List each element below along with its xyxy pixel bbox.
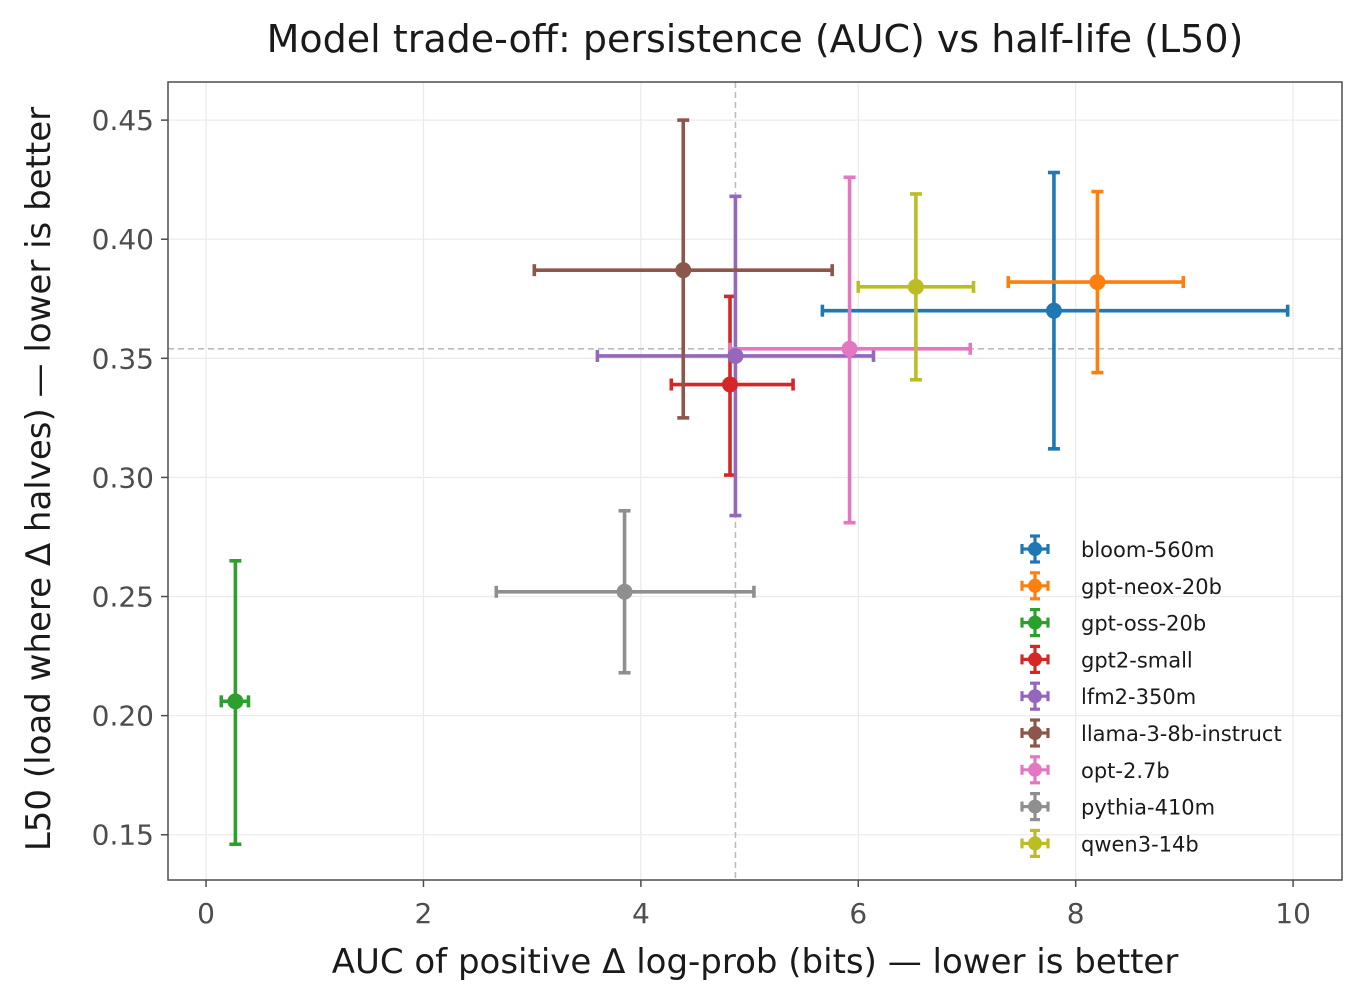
legend-item-llama-3-8b-instruct: llama-3-8b-instruct [1020,718,1282,748]
legend-label: lfm2-350m [1081,685,1196,709]
point-pythia-410m [616,583,633,600]
x-tick-label: 2 [415,897,433,930]
plot-border [167,81,1343,881]
point-opt-2.7b [841,340,858,357]
point-bloom-560m [1045,302,1062,319]
y-tick-label: 0.35 [92,342,154,375]
legend-marker-dot [1028,762,1042,777]
plot-frame [167,81,1343,881]
point-qwen3-14b [907,278,924,295]
legend-label: bloom-560m [1081,538,1214,562]
legend: bloom-560m gpt-neox-20b gpt-oss-20b gpt2-sm… [1020,534,1282,859]
point-lfm2-350m [727,347,744,364]
legend-marker-dot [1028,689,1042,704]
legend-item-bloom-560m: bloom-560m [1020,534,1214,564]
chart-title: Model trade-off: persistence (AUC) vs ha… [267,17,1244,61]
legend-marker-dot [1028,652,1042,667]
legend-item-gpt-neox-20b: gpt-neox-20b [1020,571,1222,601]
legend-marker-dot [1028,542,1042,556]
legend-marker-dot [1028,578,1042,593]
y-axis-ticks: 0.15 0.20 0.25 0.30 0.35 0.40 0.45 [92,104,168,852]
x-tick-label: 6 [849,897,867,930]
legend-label: gpt-neox-20b [1081,575,1222,599]
point-gpt-oss-20b [227,693,244,710]
legend-item-lfm2-350m: lfm2-350m [1020,681,1196,711]
y-tick-label: 0.25 [92,581,154,614]
x-tick-label: 10 [1275,897,1311,930]
data-points [227,262,1106,710]
legend-label: pythia-410m [1081,796,1215,820]
legend-label: gpt-oss-20b [1081,612,1206,636]
legend-item-opt-2.7b: opt-2.7b [1020,755,1170,785]
legend-item-qwen3-14b: qwen3-14b [1020,828,1199,859]
legend-marker-dot [1028,799,1042,814]
y-axis-label: L50 (load where Δ halves) — lower is bet… [19,107,59,851]
plot-background [168,82,1342,880]
legend-label: gpt2-small [1081,648,1193,672]
y-tick-label: 0.20 [92,700,154,733]
x-tick-label: 0 [197,897,215,930]
legend-marker-dot [1028,836,1042,851]
x-tick-label: 4 [632,897,650,930]
y-tick-label: 0.45 [92,104,154,137]
legend-item-gpt2-small: gpt2-small [1020,644,1193,675]
point-llama-3-8b-instruct [675,262,692,279]
legend-label: qwen3-14b [1081,832,1199,856]
legend-item-gpt-oss-20b: gpt-oss-20b [1020,607,1206,638]
legend-label: opt-2.7b [1081,759,1170,783]
point-gpt2-small [721,376,738,393]
legend-item-pythia-410m: pythia-410m [1020,791,1215,822]
legend-marker-dot [1028,726,1042,740]
legend-marker-dot [1028,615,1042,630]
grid [168,82,1342,880]
legend-label: llama-3-8b-instruct [1081,722,1282,746]
y-tick-label: 0.15 [92,819,154,852]
x-tick-label: 8 [1067,897,1085,930]
y-tick-label: 0.40 [92,223,154,256]
plot-area [168,82,1342,880]
y-tick-label: 0.30 [92,461,154,494]
point-gpt-neox-20b [1089,274,1106,291]
x-axis-label: AUC of positive Δ log-prob (bits) — lowe… [332,942,1179,982]
x-axis-ticks: 0 2 4 6 8 10 [197,880,1311,930]
